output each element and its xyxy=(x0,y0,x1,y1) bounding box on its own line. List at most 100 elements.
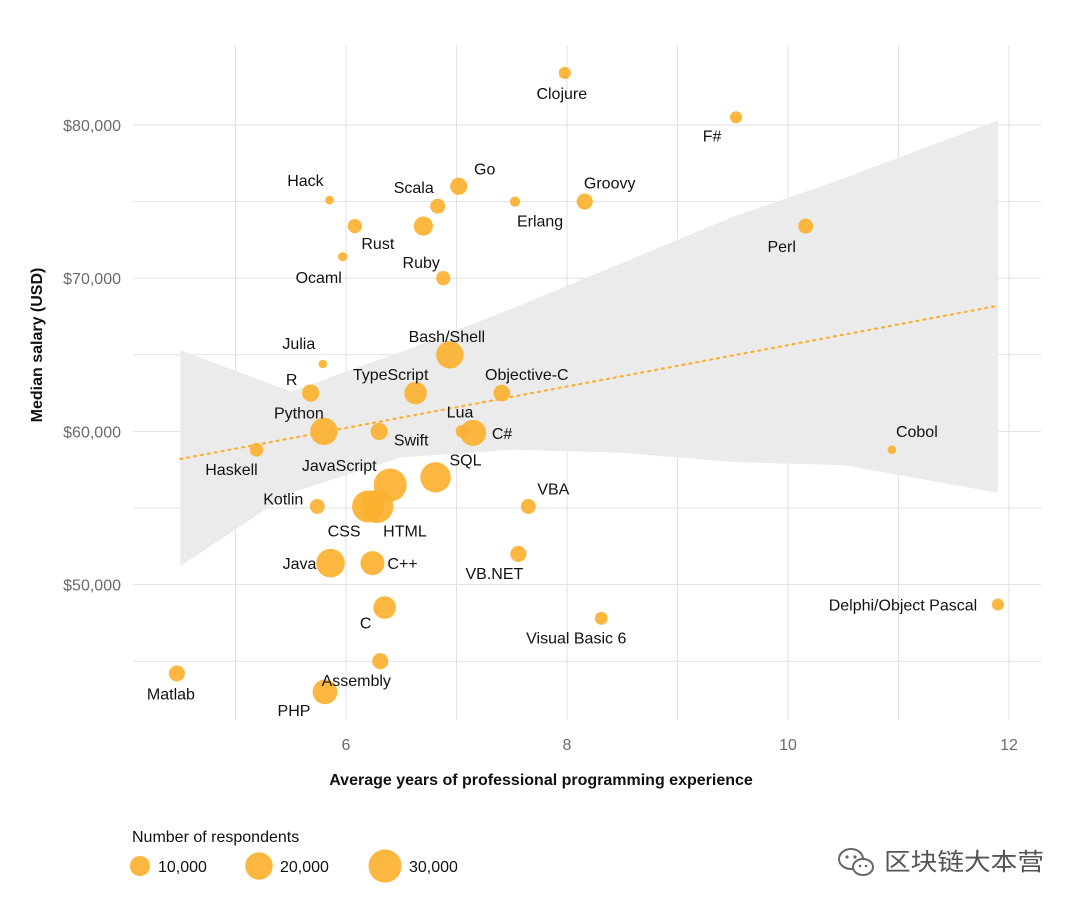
legend-label: 30,000 xyxy=(409,859,458,876)
x-tick-label: 8 xyxy=(563,737,572,754)
confidence-band-layer xyxy=(180,120,999,567)
data-point-c- xyxy=(360,551,385,576)
data-point-kotlin xyxy=(309,499,325,514)
data-point-visual-basic-6 xyxy=(594,611,608,625)
legend-title: Number of respondents xyxy=(132,829,299,846)
point-label: C++ xyxy=(387,556,417,573)
data-points xyxy=(168,66,1004,705)
point-label: C xyxy=(360,616,372,633)
point-label: SQL xyxy=(449,452,481,469)
point-label: Kotlin xyxy=(263,491,303,508)
y-tick-label: $50,000 xyxy=(63,578,121,595)
data-point-erlang xyxy=(509,196,521,207)
legend: Number of respondents 10,000 20,000 30,000 xyxy=(129,829,458,883)
point-label: Erlang xyxy=(517,214,563,231)
data-point-julia xyxy=(318,359,328,369)
y-tick-label: $80,000 xyxy=(63,118,121,135)
data-point-ocaml xyxy=(338,252,348,262)
data-point-swift xyxy=(370,422,388,441)
data-point-ruby xyxy=(436,271,451,286)
data-point-sql xyxy=(420,462,451,493)
point-label: R xyxy=(286,372,298,389)
x-tick-label: 6 xyxy=(342,737,351,754)
legend-swatch xyxy=(368,849,402,883)
data-point-rust xyxy=(413,216,433,236)
point-labels: Clojure F# Hack Scala Go Groovy Erlang Rust Perl… xyxy=(147,86,977,720)
data-point-c xyxy=(373,596,396,619)
data-point-perl xyxy=(798,218,814,234)
x-tick-label: 10 xyxy=(779,737,797,754)
legend-label: 20,000 xyxy=(280,859,329,876)
data-point-vb-net xyxy=(510,545,527,563)
point-label: Java xyxy=(283,556,317,573)
data-point-hack xyxy=(325,195,334,205)
point-label: Cobol xyxy=(896,424,938,441)
data-point-cobol xyxy=(887,445,897,455)
trend-line xyxy=(179,304,1000,461)
point-label: Scala xyxy=(394,180,434,197)
watermark-text: 区块链大本营 xyxy=(884,848,1044,876)
data-point-css xyxy=(352,490,385,523)
point-label: C# xyxy=(492,426,513,443)
data-point-go xyxy=(450,177,468,195)
point-label: VB.NET xyxy=(465,566,523,583)
data-point-rust xyxy=(347,218,362,234)
data-point-f- xyxy=(730,111,743,124)
point-label: F# xyxy=(703,128,722,145)
x-axis-tick-labels: 6 8 10 12 xyxy=(342,737,1018,754)
data-point-objective-c xyxy=(493,384,511,402)
point-label: Haskell xyxy=(205,462,257,479)
point-label: CSS xyxy=(328,523,361,540)
legend-label: 10,000 xyxy=(158,859,207,876)
x-axis-title: Average years of professional programmin… xyxy=(329,772,753,789)
data-point-vba xyxy=(520,499,536,514)
data-point-scala xyxy=(430,198,446,214)
point-label: JavaScript xyxy=(302,458,377,475)
legend-swatch xyxy=(245,852,273,880)
point-label: Clojure xyxy=(536,86,587,103)
data-point-java xyxy=(316,548,345,578)
data-point-assembly xyxy=(372,653,389,670)
point-label: Objective-C xyxy=(485,367,569,384)
point-label: Bash/Shell xyxy=(409,329,486,346)
data-point-bash-shell xyxy=(436,341,464,369)
y-tick-label: $70,000 xyxy=(63,271,121,288)
wechat-icon xyxy=(838,848,874,876)
point-label: VBA xyxy=(537,481,569,498)
point-label: PHP xyxy=(278,703,311,720)
point-label: Matlab xyxy=(147,686,195,703)
y-axis-tick-labels: $50,000 $60,000 $70,000 $80,000 xyxy=(63,118,121,595)
y-tick-label: $60,000 xyxy=(63,424,121,441)
point-label: TypeScript xyxy=(353,367,429,384)
point-label: Rust xyxy=(361,236,394,253)
confidence-band xyxy=(180,120,999,567)
data-point-clojure xyxy=(558,66,571,79)
point-label: Julia xyxy=(282,336,315,353)
y-axis-title: Median salary (USD) xyxy=(29,268,46,423)
trend-line-layer xyxy=(179,304,1000,461)
point-label: Lua xyxy=(447,404,474,421)
point-label: Groovy xyxy=(584,176,636,193)
data-point-groovy xyxy=(576,193,593,210)
data-point-typescript xyxy=(404,381,427,405)
point-label: Ocaml xyxy=(296,270,342,287)
data-point-r xyxy=(302,384,320,402)
data-point-python xyxy=(310,417,338,446)
data-point-matlab xyxy=(168,665,185,682)
x-tick-label: 12 xyxy=(1000,737,1018,754)
data-point-c- xyxy=(459,419,487,447)
point-label: Go xyxy=(474,161,495,178)
point-label: Swift xyxy=(394,432,429,449)
point-label: Ruby xyxy=(403,255,440,272)
point-label: Hack xyxy=(287,173,324,190)
legend-swatch xyxy=(129,855,151,877)
point-label: Perl xyxy=(767,239,795,256)
data-point-php xyxy=(312,679,338,705)
point-label: Python xyxy=(274,405,324,422)
data-point-lua xyxy=(455,424,469,438)
point-label: Assembly xyxy=(322,673,391,690)
data-point-delphi-object-pascal xyxy=(991,598,1004,611)
point-label: Visual Basic 6 xyxy=(526,630,626,647)
point-label: Delphi/Object Pascal xyxy=(829,598,978,615)
